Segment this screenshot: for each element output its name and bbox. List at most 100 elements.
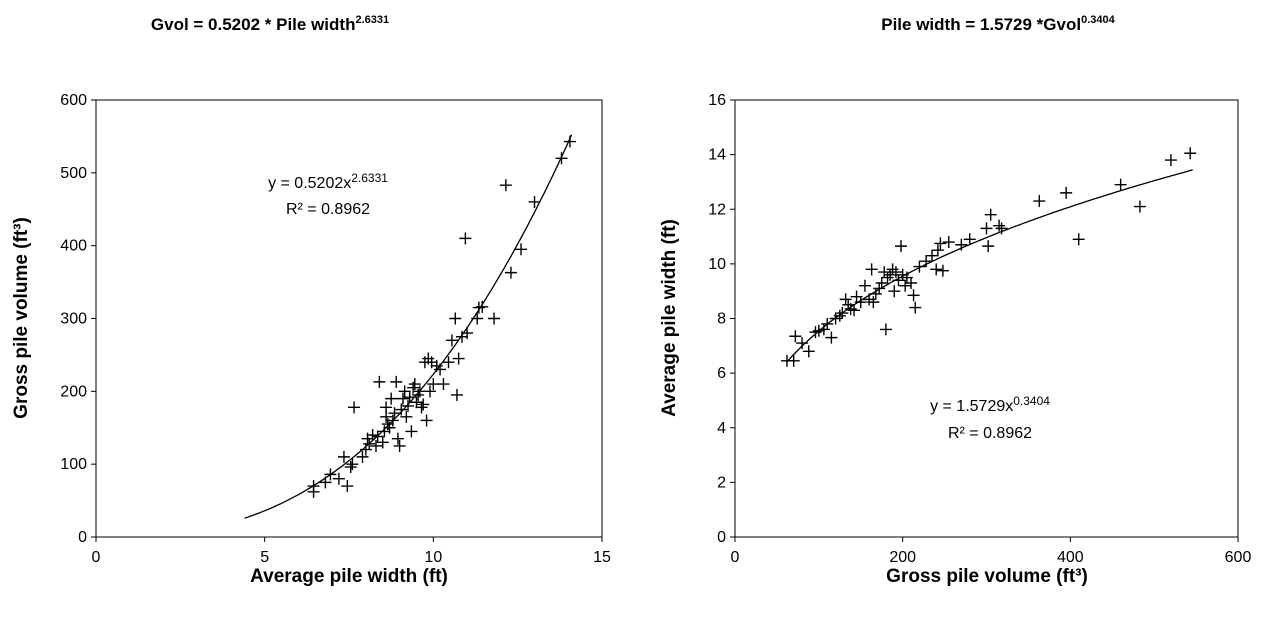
chart-right-point: [854, 296, 867, 309]
chart-left-point: [563, 135, 576, 148]
chart-left-point: [307, 480, 320, 493]
chart-right-y-tick-label: 8: [717, 311, 726, 328]
chart-right-equation: y = 1.5729x0.3404: [930, 394, 1050, 415]
chart-right-point: [787, 354, 800, 367]
chart-right-point: [879, 323, 892, 336]
chart-right-y-tick-label: 0: [717, 529, 726, 546]
chart-right-y-tick-label: 6: [717, 365, 726, 382]
chart-right-point: [809, 326, 822, 339]
chart-left-point: [376, 436, 389, 449]
chart-left-point: [324, 468, 337, 481]
chart-right-point: [1133, 200, 1146, 213]
chart-left-point: [499, 179, 512, 192]
chart-right-point: [920, 255, 933, 268]
chart-right-point: [848, 304, 861, 317]
chart-left-point: [449, 312, 462, 325]
chart-left-y-tick-label: 0: [78, 529, 87, 546]
chart-right-x-tick-label: 0: [731, 549, 740, 566]
chart-left-point: [423, 385, 436, 398]
chart-left-trendline: [244, 134, 573, 519]
chart-right-point: [934, 237, 947, 250]
chart-right-point: [1060, 186, 1073, 199]
chart-right-point: [878, 266, 891, 279]
chart-left-point: [445, 334, 458, 347]
chart-right-point: [812, 324, 825, 337]
chart-left-point: [405, 425, 418, 438]
chart-right-point: [888, 285, 901, 298]
chart-left-y-tick-label: 100: [60, 456, 87, 473]
chart-right-y-tick-label: 2: [717, 474, 726, 491]
chart-left-point: [398, 385, 411, 398]
chart-right-point: [907, 289, 920, 302]
chart-right-x-tick-label: 400: [1057, 549, 1084, 566]
chart-left-r2: R² = 0.8962: [286, 201, 370, 218]
chart-right-point: [995, 222, 1008, 235]
chart-right-x-ticks: 0 200 400 600: [731, 537, 1252, 566]
chart-left-point: [437, 378, 450, 391]
chart-left-x-tick-label: 0: [92, 549, 101, 566]
chart-left-point: [393, 439, 406, 452]
chart-left-point: [417, 398, 430, 411]
chart-right-point: [889, 266, 902, 279]
chart-right-point: [942, 236, 955, 249]
chart-left-x-tick-label: 5: [260, 549, 269, 566]
chart-left-point: [402, 399, 415, 412]
chart-right-point: [865, 263, 878, 276]
chart-left-points: [307, 135, 576, 498]
chart-right-point: [913, 260, 926, 273]
chart-right-x-tick-label: 600: [1225, 549, 1252, 566]
chart-right-point: [982, 240, 995, 253]
chart-left-point: [476, 300, 489, 313]
chart-left-x-axis-label: Average pile width (ft): [250, 566, 448, 587]
chart-right-point: [881, 271, 894, 284]
chart-right-point: [1072, 233, 1085, 246]
chart-right-point: [796, 337, 809, 350]
chart-left-y-tick-label: 500: [60, 165, 87, 182]
chart-left-point: [344, 461, 357, 474]
chart-right-point: [833, 309, 846, 322]
chart-left-point: [366, 429, 379, 442]
chart-right-point: [869, 287, 882, 300]
chart-right-point: [789, 330, 802, 343]
chart-left-point: [434, 363, 447, 376]
chart-left-point: [380, 401, 393, 414]
chart-right-point: [1033, 195, 1046, 208]
chart-right-point: [836, 307, 849, 320]
chart-left-y-tick-label: 600: [60, 92, 87, 109]
chart-right-y-axis-label: Average pile width (ft): [659, 219, 680, 417]
chart-right-y-tick-label: 10: [708, 256, 726, 273]
chart-left-point: [413, 385, 426, 398]
chart-left-point: [385, 392, 398, 405]
chart-right-point: [875, 276, 888, 289]
chart-left-point: [337, 450, 350, 463]
chart-left-point: [369, 439, 382, 452]
chart-left-point: [452, 352, 465, 365]
chart-right-r2: R² = 0.8962: [948, 425, 1032, 442]
chart-right-point: [825, 331, 838, 344]
chart-right-point: [894, 240, 907, 253]
chart-right-y-tick-label: 14: [708, 147, 726, 164]
chart-right-point: [839, 293, 852, 306]
chart-right-point: [802, 345, 815, 358]
chart-left-y-tick-label: 300: [60, 311, 87, 328]
chart-left-point: [371, 430, 384, 443]
chart-right: Pile width = 1.5729 *Gvol0.3404 0 2 4 6 8 10 1…: [659, 14, 1251, 587]
chart-left-point: [390, 375, 403, 388]
chart-left-point: [341, 480, 354, 493]
chart-left-point: [383, 421, 396, 434]
chart-right-point: [1184, 147, 1197, 160]
chart-left-point: [427, 378, 440, 391]
chart-right-point: [993, 219, 1006, 232]
chart-left-point: [504, 266, 517, 279]
chart-right-point: [858, 279, 871, 292]
chart-left-point: [408, 378, 421, 391]
chart-right-point: [980, 222, 993, 235]
chart-left-point: [356, 450, 369, 463]
chart-left-point: [461, 327, 474, 340]
chart-right-point: [867, 296, 880, 309]
chart-left: Gvol = 0.5202 * Pile width2.6331 0100200…: [11, 14, 611, 587]
chart-left-point: [391, 432, 404, 445]
chart-left-point: [450, 388, 463, 401]
chart-left-point: [459, 232, 472, 245]
